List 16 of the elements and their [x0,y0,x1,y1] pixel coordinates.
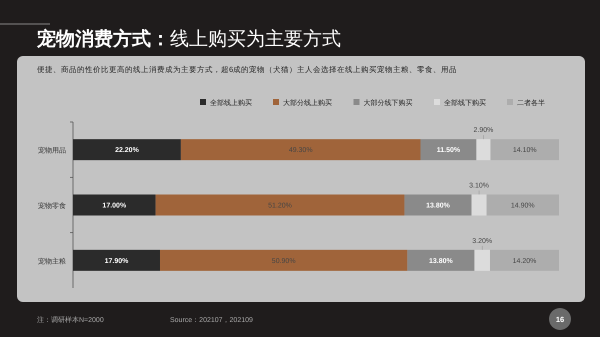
bar [490,250,559,271]
bar [404,194,472,216]
bar [474,250,490,271]
bar [490,139,559,160]
bar [73,250,160,271]
bar [476,139,490,160]
bar [160,250,408,271]
bar [73,194,156,216]
bar [407,250,474,271]
bar [486,194,559,216]
chart-title: 宠物消费方式：线上购买为主要方式 [36,28,341,50]
bar [73,139,181,160]
bar [472,194,487,216]
bar [420,139,476,160]
bar [180,139,420,160]
bar [156,194,404,216]
